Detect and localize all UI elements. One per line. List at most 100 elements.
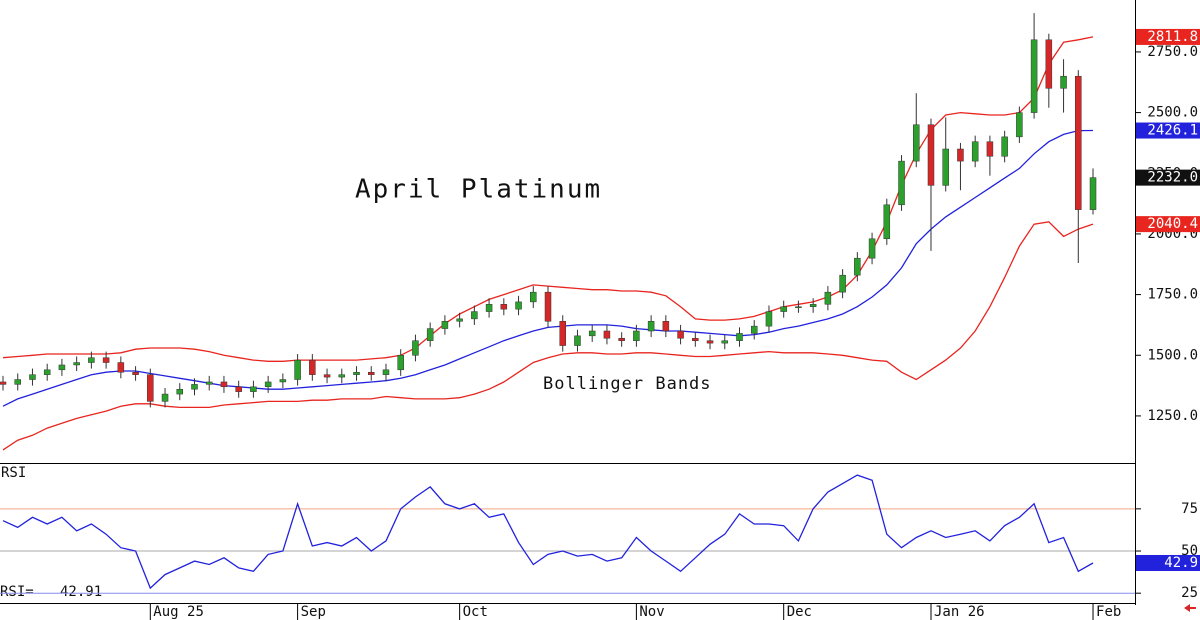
candle-body [750, 325, 758, 334]
candle-body [500, 304, 508, 310]
candle-body [1089, 177, 1097, 210]
rsi-line [2, 474, 1094, 590]
candle-body [986, 141, 994, 157]
candle-body [839, 274, 846, 293]
candle-body [515, 301, 522, 310]
candle-body [765, 311, 773, 327]
candle-body [780, 306, 787, 312]
candle-body [235, 386, 242, 392]
candle-body [441, 321, 449, 329]
candle-body [824, 291, 832, 305]
candle-body [132, 371, 139, 375]
candle-body [0, 381, 7, 385]
candle-body [618, 338, 625, 341]
candle-body [1016, 112, 1023, 138]
candle-body [29, 374, 36, 380]
candle-body [957, 148, 964, 162]
candle-body [913, 124, 920, 162]
y-tick-label: 25 [1181, 585, 1198, 601]
candle-body [1030, 39, 1038, 113]
candle-body [795, 306, 802, 308]
candle-body [868, 238, 876, 259]
candle-body [456, 318, 463, 322]
annotation: Bollinger Bands [543, 374, 712, 394]
candle-body [971, 141, 979, 162]
candle-body [338, 374, 346, 378]
band-value-badge-bg [1136, 216, 1200, 233]
candle-body [117, 362, 125, 373]
candle-body [1045, 39, 1053, 89]
chart-title: April Platinum [355, 175, 602, 205]
candle-body [88, 357, 95, 363]
band-value-badge-bg [1136, 28, 1200, 45]
x-tick-label: Jan 26 [934, 604, 985, 620]
candle-body [368, 371, 375, 375]
x-tick-label: Oct [463, 604, 488, 620]
rsi-value-badge: 42.9 [1164, 555, 1198, 571]
candle-body [942, 148, 949, 186]
y-tick-label: 75 [1181, 501, 1198, 517]
candle-body [883, 204, 891, 240]
candle-body [898, 160, 905, 206]
candle-body [102, 357, 110, 363]
candle-body [485, 304, 493, 312]
candle-body [264, 381, 272, 388]
candle-body [854, 257, 861, 276]
candle-body [14, 379, 21, 385]
x-tick-label: Aug 25 [153, 604, 204, 620]
candle-body [294, 359, 301, 380]
candle-body [809, 304, 817, 307]
candle-body [250, 386, 257, 392]
candle-body [147, 374, 154, 402]
candle-body [662, 321, 670, 332]
candle-body [309, 359, 316, 375]
candle-body [1001, 136, 1008, 157]
candle-body [220, 381, 228, 388]
y-tick-label: 2500.0 [1147, 105, 1198, 121]
band-value-badge: 2426.1 [1147, 123, 1198, 139]
candle-body [647, 321, 655, 332]
rsi-value-badge-bg [1136, 554, 1200, 571]
candle-body [323, 374, 331, 378]
band-line [2, 129, 1094, 407]
y-tick-label: 2750.0 [1147, 44, 1198, 60]
candle-body [176, 388, 184, 395]
x-tick-label: Sep [301, 604, 326, 620]
candle-body [471, 311, 478, 320]
x-tick-label: Dec [787, 604, 812, 620]
y-tick-label: 1750.0 [1147, 287, 1198, 303]
candle-body [382, 369, 390, 375]
band-value-badge-bg [1136, 122, 1200, 139]
candle-body [692, 338, 699, 341]
x-tick-label: Nov [639, 604, 664, 620]
candle-body [588, 330, 596, 337]
candle-body [677, 330, 684, 339]
candle-body [574, 335, 581, 346]
candle-body [205, 381, 213, 385]
band-value-badge: 2811.8 [1147, 29, 1198, 45]
x-tick-label: Feb [1096, 604, 1121, 620]
rsi-caption: RSI= [0, 584, 34, 600]
candle-body [191, 384, 198, 390]
y-tick-label: 1500.0 [1147, 347, 1198, 363]
candle-body [633, 330, 640, 341]
candle-body [706, 340, 714, 344]
candle-body [397, 355, 404, 371]
candle-body [43, 369, 51, 375]
last-price-badge-bg [1136, 169, 1200, 186]
candle-body [530, 291, 537, 303]
candle-body [426, 328, 434, 341]
candle-body [279, 379, 287, 383]
candle-body [603, 330, 611, 339]
candle-body [353, 371, 360, 375]
last-price-badge: 2232.0 [1147, 170, 1198, 186]
candle-body [412, 340, 419, 356]
candle-body [721, 340, 729, 344]
candle-body [161, 393, 169, 402]
panel-title: RSI [1, 465, 26, 481]
scroll-arrow [1184, 604, 1196, 612]
candle-body [58, 364, 66, 371]
y-tick-label: 1250.0 [1147, 408, 1198, 424]
